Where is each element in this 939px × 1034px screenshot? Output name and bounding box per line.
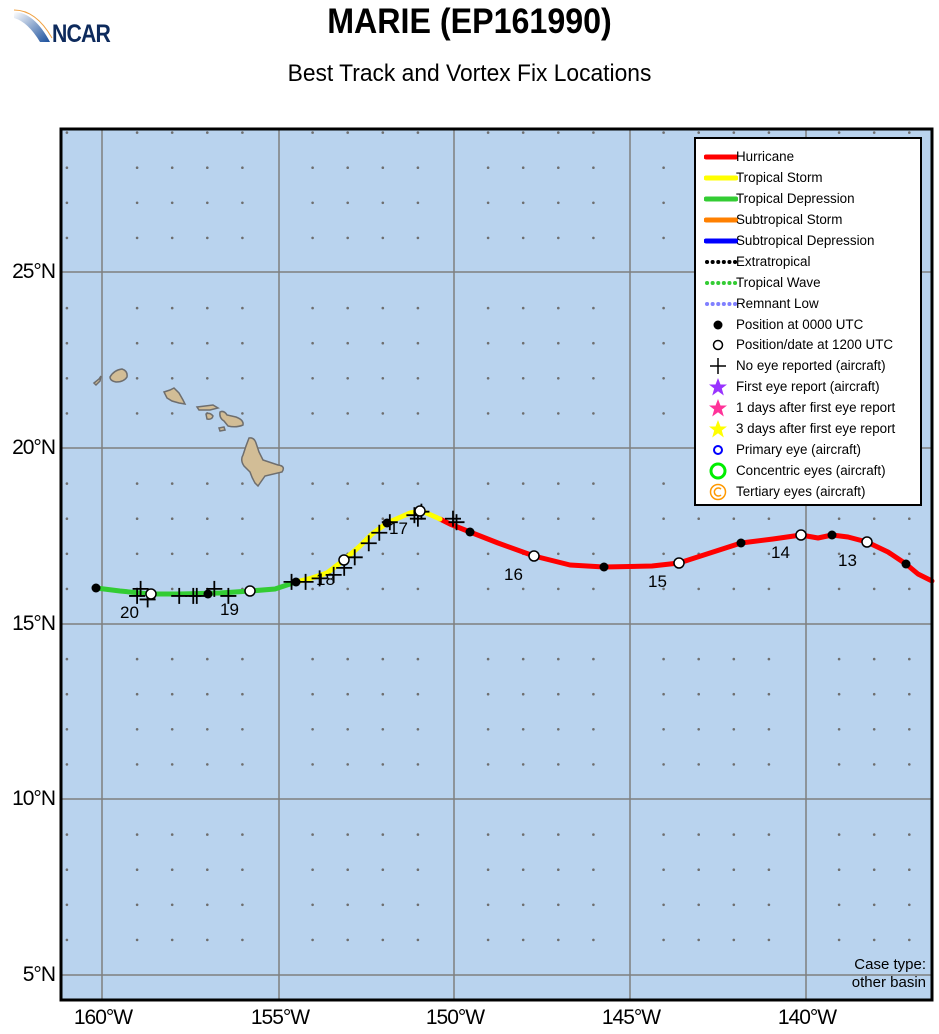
legend-item-3-days-after: 3 days after first eye report <box>696 419 922 439</box>
position-1200-utc <box>145 588 157 600</box>
position-1200-utc <box>528 550 540 562</box>
map-frame <box>59 127 934 1002</box>
day-label: 19 <box>220 600 239 619</box>
y-tick-label: 25°N <box>12 260 56 283</box>
day-label: 14 <box>771 543 790 562</box>
position-0000-utc <box>827 530 837 540</box>
x-tick-label: 160°W <box>73 1006 133 1029</box>
position-0000-utc <box>291 577 301 587</box>
day-label: 20 <box>120 603 139 622</box>
orange-c-ring-icon <box>709 483 727 501</box>
orange-line-icon <box>704 217 738 223</box>
legend-item-tertiary-eyes: Tertiary eyes (aircraft) <box>696 482 922 502</box>
y-tick-label: 5°N <box>22 963 56 986</box>
legend: Hurricane Tropical Storm Tropical Depres… <box>694 137 922 506</box>
position-1200-utc <box>673 557 685 569</box>
chart-title: MARIE (EP161990) <box>327 2 612 41</box>
green-ring-icon <box>709 462 727 480</box>
position-0000-utc <box>599 562 609 572</box>
day-label: 13 <box>838 551 857 570</box>
legend-item-tropical-wave: Tropical Wave <box>696 273 922 293</box>
x-tick-label: 150°W <box>425 1006 485 1029</box>
day-label: 15 <box>648 572 667 591</box>
blue-ring-icon <box>713 445 723 455</box>
logo-text: NCAR <box>52 20 111 48</box>
filled-circle-icon <box>713 320 723 330</box>
day-label: 16 <box>504 565 523 584</box>
legend-item-concentric-eyes: Concentric eyes (aircraft) <box>696 461 922 481</box>
island-kauai <box>109 368 128 383</box>
green-line-icon <box>704 196 738 202</box>
island-lanai <box>205 412 214 420</box>
legend-item-first-eye: First eye report (aircraft) <box>696 377 922 397</box>
case-type-line1: Case type: <box>854 956 926 973</box>
position-1200-utc <box>795 529 807 541</box>
grid-dots <box>65 131 911 942</box>
case-type-line2: other basin <box>851 974 926 991</box>
island-molokai <box>195 404 220 411</box>
island-oahu <box>162 387 187 405</box>
position-0000-utc <box>465 527 475 537</box>
y-tick-label: 20°N <box>12 436 56 459</box>
pink-star-icon <box>709 399 727 417</box>
blue-line-icon <box>704 238 738 244</box>
position-1200-utc <box>244 585 256 597</box>
x-tick-label: 155°W <box>250 1006 310 1029</box>
position-1200-utc <box>861 536 873 548</box>
purple-dotted-line-icon <box>705 302 738 306</box>
red-line-icon <box>704 154 738 160</box>
island-kahoolawe <box>218 426 226 432</box>
legend-item-remnant-low: Remnant Low <box>696 294 922 314</box>
y-tick-label: 15°N <box>12 612 56 635</box>
x-tick-label: 140°W <box>777 1006 837 1029</box>
chart-subtitle: Best Track and Vortex Fix Locations <box>287 60 652 87</box>
island-maui <box>219 410 244 428</box>
day-label: 17 <box>389 519 408 538</box>
legend-item-position-1200: Position/date at 1200 UTC <box>696 335 922 355</box>
legend-item-1-day-after: 1 days after first eye report <box>696 398 922 418</box>
position-1200-utc <box>414 505 426 517</box>
yellow-star-icon <box>709 420 727 438</box>
day-label: 18 <box>316 570 335 589</box>
legend-item-tropical-depression: Tropical Depression <box>696 189 922 209</box>
ncar-swoosh-icon <box>14 9 53 42</box>
case-type-note: Case type: other basin <box>820 956 926 992</box>
position-1200-utc <box>338 554 350 566</box>
legend-item-position-0000: Position at 0000 UTC <box>696 315 922 335</box>
open-circle-icon <box>712 339 724 351</box>
position-0000-utc <box>91 583 101 593</box>
yellow-line-icon <box>704 175 738 181</box>
island-hawaii <box>240 437 285 488</box>
track-tropical-depression-segment <box>93 579 299 597</box>
legend-item-tropical-storm: Tropical Storm <box>696 168 922 188</box>
legend-item-subtropical-depression: Subtropical Depression <box>696 231 922 251</box>
position-0000-utc <box>901 559 911 569</box>
legend-item-primary-eye: Primary eye (aircraft) <box>696 440 922 460</box>
island-niihau <box>92 375 102 387</box>
legend-item-subtropical-storm: Subtropical Storm <box>696 210 922 230</box>
plus-icon <box>710 358 726 374</box>
hawaiian-islands <box>92 368 285 488</box>
position-0000-utc <box>382 518 392 528</box>
position-0000-utc <box>203 589 213 599</box>
track-positions <box>91 505 911 600</box>
legend-item-hurricane: Hurricane <box>696 147 922 167</box>
green-dotted-line-icon <box>705 281 738 285</box>
x-tick-label: 145°W <box>601 1006 661 1029</box>
legend-item-no-eye: No eye reported (aircraft) <box>696 356 922 376</box>
position-0000-utc <box>736 538 746 548</box>
ncar-logo: NCAR <box>14 8 130 48</box>
y-tick-label: 10°N <box>12 787 56 810</box>
black-dotted-line-icon <box>705 260 738 264</box>
legend-item-extratropical: Extratropical <box>696 252 922 272</box>
purple-star-icon <box>709 378 727 396</box>
